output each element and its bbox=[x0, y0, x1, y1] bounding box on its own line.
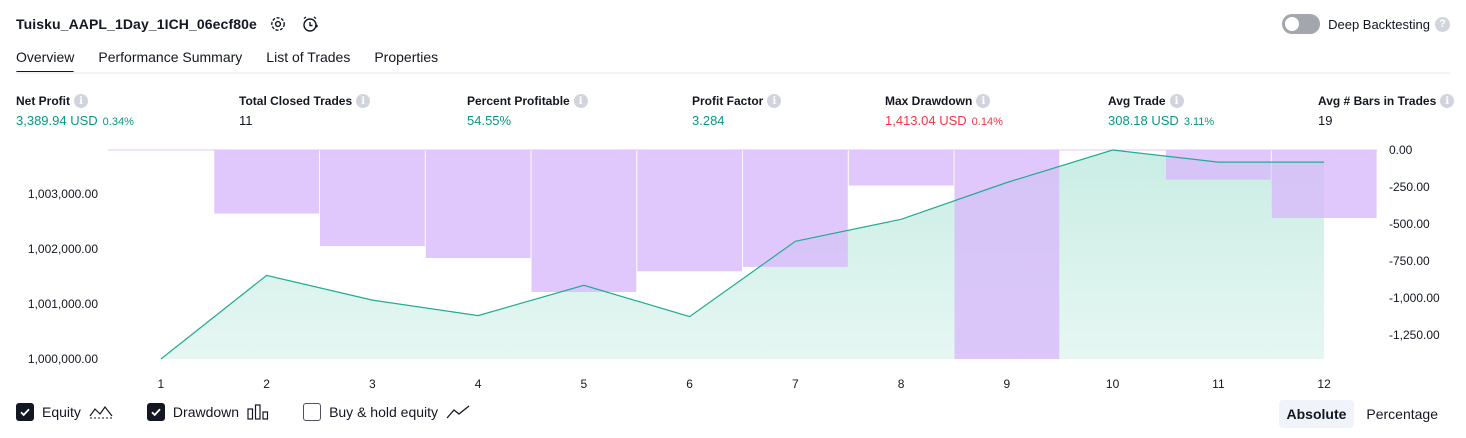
metric-label: Avg Trade bbox=[1108, 94, 1166, 108]
drawdown-bar bbox=[848, 150, 954, 186]
metric-value: 11 bbox=[239, 113, 253, 128]
metric-value: 3,389.94 USD bbox=[16, 113, 98, 128]
left-axis-tick: 1,001,000.00 bbox=[28, 297, 98, 311]
legend-label: Drawdown bbox=[172, 404, 240, 420]
metric-profit-factor: Profit Factor i 3.284 bbox=[692, 93, 782, 128]
buy-hold-line-icon bbox=[446, 404, 470, 420]
metric-percent-profitable: Percent Profitable i 54.55% bbox=[467, 93, 588, 128]
x-axis-tick: 1 bbox=[158, 377, 165, 391]
metric-net-profit: Net Profit i 3,389.94 USD 0.34% bbox=[16, 93, 134, 128]
help-icon[interactable]: ? bbox=[1435, 16, 1450, 32]
strategy-header: Tuisku_AAPL_1Day_1ICH_06ecf80e bbox=[16, 12, 321, 36]
drawdown-bar bbox=[637, 150, 743, 272]
x-axis-tick: 4 bbox=[475, 377, 482, 391]
info-icon[interactable]: i bbox=[1440, 94, 1455, 108]
metric-max-drawdown: Max Drawdown i 1,413.04 USD 0.14% bbox=[885, 93, 1003, 128]
legend-label: Equity bbox=[42, 404, 81, 420]
chart-legend: Equity Drawdown Buy & hold equity bbox=[16, 403, 504, 421]
metric-sub: 0.14% bbox=[971, 116, 1003, 128]
x-axis-tick: 12 bbox=[1317, 377, 1331, 391]
right-axis-tick: -500.00 bbox=[1389, 217, 1430, 231]
percentage-button[interactable]: Percentage bbox=[1366, 406, 1438, 422]
right-axis-tick: -1,250.00 bbox=[1389, 328, 1440, 342]
value-mode-toggle: Absolute Percentage bbox=[1275, 400, 1447, 428]
info-icon[interactable]: i bbox=[976, 94, 991, 108]
legend-equity[interactable]: Equity bbox=[16, 403, 113, 421]
equity-line bbox=[160, 149, 1325, 360]
x-axis-tick: 3 bbox=[369, 377, 376, 391]
legend-drawdown[interactable]: Drawdown bbox=[146, 403, 269, 421]
info-icon[interactable]: i bbox=[74, 94, 88, 108]
drawdown-bar bbox=[214, 150, 320, 214]
metric-value: 19 bbox=[1318, 113, 1333, 128]
info-icon[interactable]: i bbox=[1169, 94, 1184, 108]
deep-backtesting-toggle[interactable] bbox=[1282, 14, 1321, 34]
metric-value: 3.284 bbox=[692, 113, 725, 128]
x-axis-tick: 5 bbox=[581, 377, 588, 391]
x-axis-tick: 7 bbox=[792, 377, 799, 391]
checkbox-checked-icon[interactable] bbox=[16, 403, 34, 421]
deep-backtesting-label: Deep Backtesting bbox=[1328, 16, 1430, 32]
x-axis-tick: 9 bbox=[1004, 377, 1011, 391]
drawdown-bar bbox=[425, 150, 531, 258]
metric-label: Net Profit bbox=[16, 94, 70, 108]
tab-performance-summary[interactable]: Performance Summary bbox=[98, 49, 243, 65]
metric-avg-bars-in-trades: Avg # Bars in Trades i 19 bbox=[1318, 93, 1455, 128]
absolute-button[interactable]: Absolute bbox=[1278, 400, 1355, 428]
tab-list-of-trades[interactable]: List of Trades bbox=[266, 49, 351, 65]
checkbox-unchecked-icon[interactable] bbox=[303, 403, 322, 421]
x-axis-tick: 10 bbox=[1106, 377, 1120, 391]
deep-backtesting: Deep Backtesting ? bbox=[1282, 12, 1450, 36]
metric-total-closed-trades: Total Closed Trades i 11 bbox=[239, 93, 371, 128]
left-axis-tick: 1,003,000.00 bbox=[28, 187, 98, 201]
tab-bar: Overview Performance Summary List of Tra… bbox=[16, 46, 462, 74]
drawdown-bars-icon bbox=[247, 404, 269, 420]
x-axis-tick: 6 bbox=[686, 377, 693, 391]
legend-label: Buy & hold equity bbox=[329, 404, 439, 420]
info-icon[interactable]: i bbox=[356, 94, 371, 108]
metric-value: 308.18 USD bbox=[1108, 113, 1179, 128]
left-axis-tick: 1,002,000.00 bbox=[28, 242, 98, 256]
drawdown-bar bbox=[954, 150, 1060, 359]
x-axis-tick: 2 bbox=[263, 377, 270, 391]
drawdown-bar bbox=[1271, 150, 1377, 218]
drawdown-bar bbox=[743, 150, 848, 267]
info-icon[interactable]: i bbox=[573, 94, 588, 108]
right-axis-tick: -250.00 bbox=[1389, 180, 1430, 194]
metric-label: Percent Profitable bbox=[467, 94, 570, 108]
settings-gear-icon[interactable] bbox=[267, 13, 289, 35]
drawdown-bar bbox=[531, 150, 637, 292]
metric-label: Max Drawdown bbox=[885, 94, 973, 108]
x-axis-tick: 11 bbox=[1212, 377, 1225, 391]
metric-sub: 3.11% bbox=[1183, 116, 1215, 128]
metric-value: 54.55% bbox=[467, 113, 512, 128]
drawdown-bar bbox=[320, 150, 425, 247]
equity-line-icon bbox=[89, 404, 113, 420]
drawdown-bar bbox=[1166, 150, 1271, 180]
alert-clock-icon[interactable] bbox=[299, 13, 321, 35]
checkbox-checked-icon[interactable] bbox=[146, 403, 165, 421]
left-axis-tick: 1,000,000.00 bbox=[28, 352, 98, 366]
legend-buy-hold-equity[interactable]: Buy & hold equity bbox=[303, 403, 470, 421]
metric-avg-trade: Avg Trade i 308.18 USD 3.11% bbox=[1108, 93, 1214, 128]
right-axis-tick: 0.00 bbox=[1389, 143, 1413, 157]
info-icon[interactable]: i bbox=[767, 94, 782, 108]
tab-properties[interactable]: Properties bbox=[374, 49, 439, 65]
metric-label: Total Closed Trades bbox=[239, 94, 353, 108]
right-axis-tick: -1,000.00 bbox=[1389, 291, 1440, 305]
strategy-title: Tuisku_AAPL_1Day_1ICH_06ecf80e bbox=[16, 16, 257, 32]
metric-sub: 0.34% bbox=[102, 116, 134, 128]
equity-drawdown-chart: 1,000,000.00 1,001,000.00 1,002,000.00 1,00… bbox=[28, 143, 1440, 391]
metric-label: Profit Factor bbox=[692, 94, 764, 108]
right-axis-tick: -750.00 bbox=[1389, 254, 1430, 268]
tab-divider bbox=[16, 72, 1450, 74]
x-axis-tick: 8 bbox=[898, 377, 905, 391]
metric-value: 1,413.04 USD bbox=[885, 113, 967, 128]
metric-label: Avg # Bars in Trades bbox=[1318, 94, 1437, 108]
